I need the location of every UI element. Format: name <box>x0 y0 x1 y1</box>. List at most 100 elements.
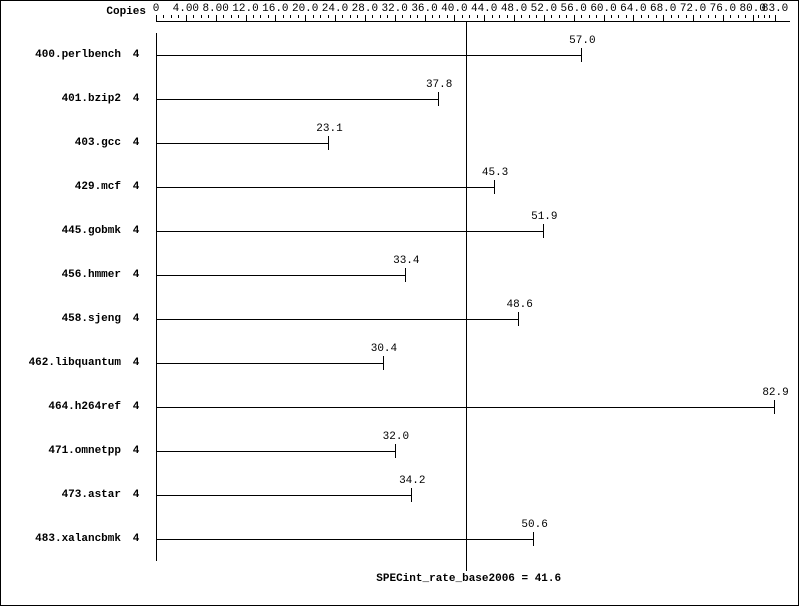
axis-tick-major <box>305 15 306 21</box>
axis-tick-minor <box>648 15 649 18</box>
benchmark-value-label: 51.9 <box>531 211 557 223</box>
axis-tick-major <box>454 15 455 21</box>
axis-tick-label: 76.0 <box>710 3 736 15</box>
axis-tick-minor <box>551 15 552 18</box>
axis-tick-minor <box>163 15 164 18</box>
axis-tick-minor <box>626 15 627 18</box>
bar-end-cap <box>774 400 775 414</box>
axis-tick-minor <box>357 15 358 18</box>
bar-end-cap <box>581 48 582 62</box>
benchmark-copies: 4 <box>126 357 146 369</box>
benchmark-name: 456.hmmer <box>1 269 121 281</box>
axis-tick-minor <box>283 15 284 18</box>
axis-tick-major <box>425 15 426 21</box>
axis-tick-minor <box>410 15 411 18</box>
benchmark-bar <box>156 319 518 320</box>
axis-tick-minor <box>581 15 582 18</box>
axis-tick-minor <box>769 15 770 18</box>
benchmark-value-label: 57.0 <box>569 35 595 47</box>
axis-tick-major <box>275 15 276 21</box>
benchmark-bar <box>156 539 533 540</box>
axis-tick-label: 16.0 <box>262 3 288 15</box>
axis-tick-minor <box>536 15 537 18</box>
axis-tick-minor <box>656 15 657 18</box>
benchmark-copies: 4 <box>126 225 146 237</box>
axis-tick-minor <box>342 15 343 18</box>
axis-tick-major <box>365 15 366 21</box>
axis-tick-minor <box>328 15 329 18</box>
benchmark-copies: 4 <box>126 533 146 545</box>
axis-tick-minor <box>708 15 709 18</box>
axis-tick-minor <box>686 15 687 18</box>
axis-tick-minor <box>758 15 759 18</box>
bar-end-cap <box>533 532 534 546</box>
axis-tick-minor <box>253 15 254 18</box>
axis-tick-label: 4.00 <box>173 3 199 15</box>
axis-tick-major <box>633 15 634 21</box>
benchmark-name: 483.xalancbmk <box>1 533 121 545</box>
axis-tick-major <box>604 15 605 21</box>
axis-tick-major <box>574 15 575 21</box>
benchmark-name: 429.mcf <box>1 181 121 193</box>
benchmark-bar <box>156 495 411 496</box>
axis-tick-minor <box>730 15 731 18</box>
bar-end-cap <box>494 180 495 194</box>
benchmark-bar <box>156 363 383 364</box>
axis-tick-label: 68.0 <box>650 3 676 15</box>
axis-tick-minor <box>700 15 701 18</box>
benchmark-copies: 4 <box>126 137 146 149</box>
bar-end-cap <box>438 92 439 106</box>
benchmark-copies: 4 <box>126 313 146 325</box>
benchmark-value-label: 37.8 <box>426 79 452 91</box>
axis-tick-major <box>335 15 336 21</box>
axis-tick-minor <box>596 15 597 18</box>
benchmark-copies: 4 <box>126 49 146 61</box>
axis-tick-minor <box>402 15 403 18</box>
benchmark-bar <box>156 275 405 276</box>
benchmark-bar <box>156 99 438 100</box>
axis-tick-major <box>544 15 545 21</box>
axis-tick-minor <box>193 15 194 18</box>
axis-tick-major <box>246 15 247 21</box>
benchmark-name: 473.astar <box>1 489 121 501</box>
benchmark-bar <box>156 143 328 144</box>
axis-tick-label: 20.0 <box>292 3 318 15</box>
benchmark-value-label: 33.4 <box>393 255 419 267</box>
axis-tick-minor <box>745 15 746 18</box>
x-axis-line <box>156 21 790 22</box>
benchmark-value-label: 45.3 <box>482 167 508 179</box>
bar-end-cap <box>328 136 329 150</box>
benchmark-name: 401.bzip2 <box>1 93 121 105</box>
axis-tick-minor <box>492 15 493 18</box>
axis-tick-major <box>216 15 217 21</box>
benchmark-value-label: 34.2 <box>399 475 425 487</box>
benchmark-bar <box>156 55 581 56</box>
axis-tick-major <box>753 15 754 21</box>
benchmark-copies: 4 <box>126 489 146 501</box>
bar-end-cap <box>395 444 396 458</box>
axis-tick-label: 60.0 <box>590 3 616 15</box>
copies-header: Copies <box>106 6 146 18</box>
axis-tick-minor <box>589 15 590 18</box>
axis-tick-minor <box>350 15 351 18</box>
footer-label: SPECint_rate_base2006 = 41.6 <box>376 573 561 585</box>
axis-tick-minor <box>559 15 560 18</box>
axis-tick-major <box>395 15 396 21</box>
benchmark-bar <box>156 231 543 232</box>
axis-tick-minor <box>380 15 381 18</box>
axis-tick-minor <box>678 15 679 18</box>
axis-tick-minor <box>290 15 291 18</box>
benchmark-copies: 4 <box>126 181 146 193</box>
axis-tick-minor <box>320 15 321 18</box>
axis-tick-major <box>514 15 515 21</box>
axis-tick-minor <box>231 15 232 18</box>
axis-tick-minor <box>298 15 299 18</box>
axis-tick-minor <box>529 15 530 18</box>
benchmark-value-label: 82.9 <box>762 387 788 399</box>
benchmark-bar <box>156 407 774 408</box>
axis-tick-minor <box>439 15 440 18</box>
axis-tick-label: 48.0 <box>501 3 527 15</box>
axis-tick-label: 0 <box>153 3 160 15</box>
axis-tick-label: 44.0 <box>471 3 497 15</box>
bar-end-cap <box>383 356 384 370</box>
